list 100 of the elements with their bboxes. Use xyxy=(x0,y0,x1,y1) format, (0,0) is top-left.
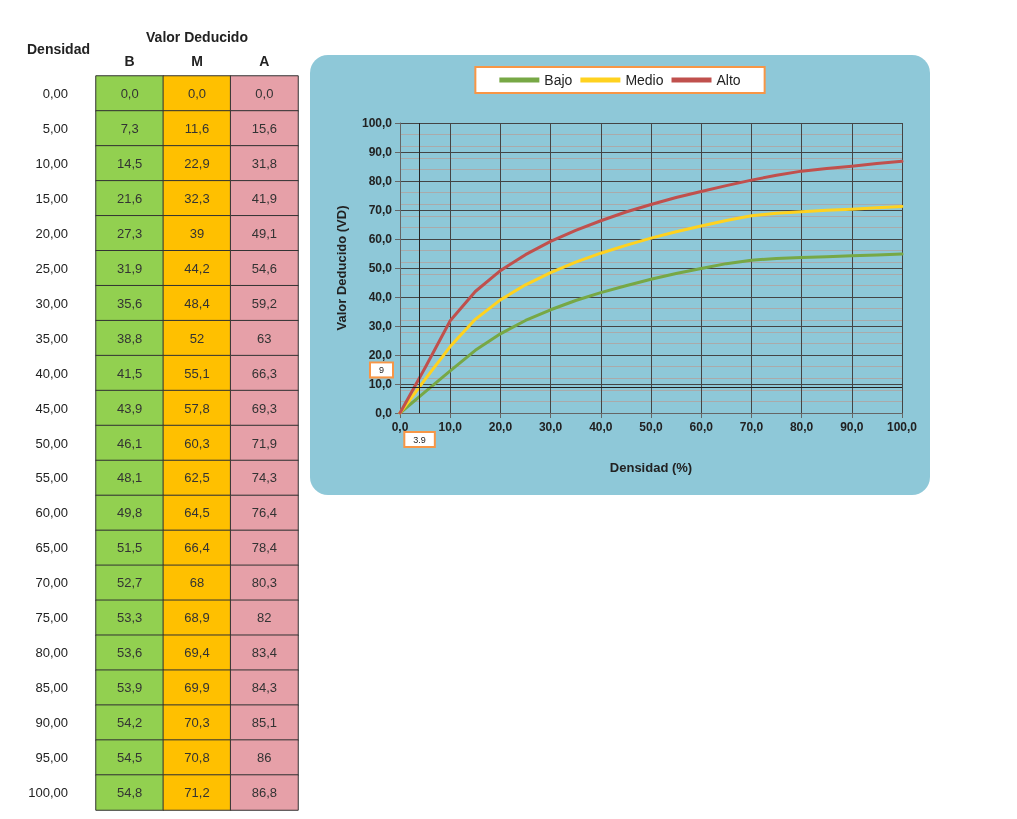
data-label: 85,1 xyxy=(251,715,277,731)
data-label: 70,8 xyxy=(184,750,210,766)
y-axis-title: Densidad xyxy=(26,41,90,57)
data-label: 44,2 xyxy=(184,260,210,276)
data-label: 78,4 xyxy=(251,540,277,556)
data-label: 57,8 xyxy=(184,400,210,416)
y-tick-label: 55,00 xyxy=(35,470,68,486)
y-tick-label: 70,00 xyxy=(35,575,68,591)
data-label: 35,6 xyxy=(117,295,143,311)
data-label: 69,3 xyxy=(251,400,277,416)
data-label: 66,3 xyxy=(251,365,277,381)
data-label: 66,4 xyxy=(184,540,210,556)
y-tick-label: 80,00 xyxy=(35,645,68,661)
y-tick-label: 60,0 xyxy=(368,232,393,246)
y-tick-label: 100,0 xyxy=(361,116,393,130)
data-label: 48,4 xyxy=(184,295,210,311)
data-label: 0,0 xyxy=(187,85,207,101)
data-label: 22,9 xyxy=(184,155,210,171)
data-label: 64,5 xyxy=(184,505,210,521)
y-tick-label: 100,00 xyxy=(28,785,68,801)
y-tick-label: 10,00 xyxy=(35,155,68,171)
data-label: 82 xyxy=(257,610,272,626)
data-label: 69,4 xyxy=(184,645,210,661)
y-tick-label: 60,00 xyxy=(35,505,68,521)
data-label: 31,8 xyxy=(251,155,277,171)
y-tick-label: 10,0 xyxy=(368,377,393,391)
y-tick-label: 25,00 xyxy=(35,260,68,276)
y-tick-label: 90,0 xyxy=(368,145,393,159)
y-tick-label: 35,00 xyxy=(35,330,68,346)
ref-line-label: 9 xyxy=(378,364,384,375)
data-label: 15,6 xyxy=(251,120,277,136)
y-tick-label: 20,0 xyxy=(368,348,393,362)
data-label: 11,6 xyxy=(184,120,210,136)
y-tick-label: 75,00 xyxy=(35,610,68,626)
data-label: 43,9 xyxy=(117,400,143,416)
data-label: 41,9 xyxy=(251,190,277,206)
data-label: 54,2 xyxy=(117,715,143,731)
y-tick-label: 65,00 xyxy=(35,540,68,556)
x-tick-label: 20,0 xyxy=(488,420,513,434)
data-label: 74,3 xyxy=(251,470,277,486)
x-tick-label: 90,0 xyxy=(840,420,864,434)
data-label: 27,3 xyxy=(117,225,143,241)
y-tick-label: 95,00 xyxy=(35,750,68,766)
x-tick-label: M xyxy=(191,53,203,69)
data-label: 60,3 xyxy=(184,435,210,451)
x-tick-label: 70,0 xyxy=(739,420,764,434)
y-tick-label: 20,00 xyxy=(35,225,68,241)
y-tick-label: 30,0 xyxy=(368,319,393,333)
data-label: 76,4 xyxy=(251,505,277,521)
x-tick-label: 100,0 xyxy=(886,420,918,434)
y-tick-label: 70,0 xyxy=(368,203,393,217)
data-label: 80,3 xyxy=(251,575,277,591)
data-label: 54,8 xyxy=(117,785,143,801)
data-label: 84,3 xyxy=(251,680,277,696)
data-label: 0,0 xyxy=(255,85,274,101)
x-axis-title: Densidad (%) xyxy=(609,460,693,475)
data-label: 59,2 xyxy=(251,295,277,311)
x-tick-label: B xyxy=(124,53,135,69)
data-label: 52 xyxy=(189,330,205,346)
x-tick-label: 80,0 xyxy=(789,420,814,434)
data-label: 14,5 xyxy=(117,155,143,171)
y-tick-label: 15,00 xyxy=(35,190,68,206)
y-tick-label: 85,00 xyxy=(35,680,68,696)
data-label: 69,9 xyxy=(184,680,210,696)
x-tick-label: 50,0 xyxy=(639,420,663,434)
data-label: 63 xyxy=(257,330,272,346)
data-label: 39 xyxy=(189,225,205,241)
y-tick-label: 50,0 xyxy=(368,261,393,275)
data-label: 53,6 xyxy=(117,645,143,661)
data-label: 52,7 xyxy=(117,575,143,591)
y-tick-label: 45,00 xyxy=(35,400,68,416)
x-tick-label: 10,0 xyxy=(438,420,463,434)
data-label: 46,1 xyxy=(117,435,143,451)
x-tick-label: 40,0 xyxy=(589,420,613,434)
data-label: 21,6 xyxy=(117,190,143,206)
x-tick-label: 60,0 xyxy=(689,420,714,434)
y-tick-label: 5,00 xyxy=(42,120,68,136)
data-label: 54,5 xyxy=(117,750,143,766)
data-label: 83,4 xyxy=(251,645,277,661)
y-tick-label: 0,00 xyxy=(42,85,68,101)
data-label: 54,6 xyxy=(251,260,277,276)
data-label: 53,3 xyxy=(117,610,143,626)
x-tick-label: 0,0 xyxy=(391,420,409,434)
legend-label: Bajo xyxy=(544,72,573,88)
data-label: 41,5 xyxy=(117,365,143,381)
data-label: 71,9 xyxy=(251,435,277,451)
y-axis-title: Valor Deducido (VD) xyxy=(334,205,349,331)
y-tick-label: 90,00 xyxy=(35,715,68,731)
data-label: 0,0 xyxy=(120,85,139,101)
legend-label: Alto xyxy=(716,72,741,88)
data-label: 32,3 xyxy=(184,190,210,206)
data-label: 51,5 xyxy=(117,540,143,556)
data-label: 62,5 xyxy=(184,470,210,486)
data-label: 68,9 xyxy=(184,610,210,626)
y-tick-label: 30,00 xyxy=(35,295,68,311)
data-label: 71,2 xyxy=(184,785,210,801)
data-label: 31,9 xyxy=(117,260,143,276)
data-label: 55,1 xyxy=(184,365,210,381)
y-tick-label: 40,00 xyxy=(35,365,68,381)
y-tick-label: 40,0 xyxy=(368,290,393,304)
